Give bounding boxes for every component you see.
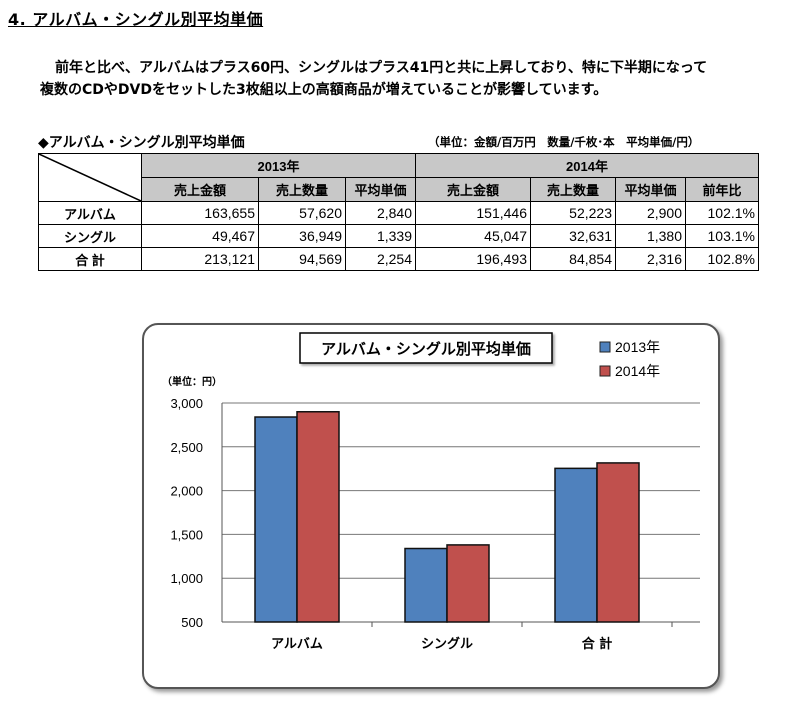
table-cell: 2,254	[345, 247, 416, 271]
table-cell: 57,620	[258, 201, 346, 225]
col-header: 売上数量	[530, 177, 616, 202]
chart-title: アルバム・シングル別平均単価	[321, 340, 531, 358]
paragraph-line-1: 前年と比べ、アルバムはプラス60円、シングルはプラス41円と共に上昇しており、特…	[55, 60, 708, 76]
col-header: 前年比	[685, 177, 759, 202]
chart-title-box	[299, 332, 553, 364]
bar-2014年-アルバム	[296, 411, 340, 623]
y-tick-label: 2,000	[170, 484, 203, 499]
table-cell: 102.1%	[685, 201, 759, 225]
section-heading: 4. アルバム・シングル別平均単価	[8, 10, 264, 29]
legend-swatch-2014年	[599, 365, 611, 377]
table-cell: 32,631	[530, 224, 616, 248]
table-unit: （単位：金額/百万円 数量/千枚･本 平均単価/円）	[428, 135, 700, 149]
y-tick-label: 2,500	[170, 440, 203, 455]
table-cell: 52,223	[530, 201, 616, 225]
table-cell: 36,949	[258, 224, 346, 248]
table-cell: 102.8%	[685, 247, 759, 271]
table-cell: 1,380	[615, 224, 686, 248]
y-tick-label: 3,000	[170, 396, 203, 411]
y-tick-label: 1,500	[170, 527, 203, 542]
table-title: ◆アルバム・シングル別平均単価	[38, 135, 245, 151]
row-label: 合 計	[38, 247, 142, 271]
col-header: 平均単価	[345, 177, 416, 202]
y-tick-label: 1,000	[170, 571, 203, 586]
table-cell: 163,655	[141, 201, 259, 225]
corner-cell	[38, 153, 142, 202]
year-header-2014: 2014年	[415, 153, 759, 178]
legend-label: 2013年	[615, 339, 660, 355]
table-cell: 45,047	[415, 224, 531, 248]
table-row: 合 計 213,121 94,569 2,254 196,493 84,854 2,316 1…	[38, 247, 759, 271]
x-tick-label: 合 計	[582, 636, 613, 652]
y-tick-label: 500	[181, 615, 203, 630]
legend-label: 2014年	[615, 363, 660, 379]
x-tick-label: シングル	[421, 636, 473, 652]
table-cell: 196,493	[415, 247, 531, 271]
bar-2014年-シングル	[446, 544, 490, 623]
paragraph-line-2: 複数のCDやDVDをセットした3枚組以上の高額商品が増えていることが影響していま…	[40, 82, 608, 98]
legend-swatch-2013年	[599, 341, 611, 353]
price-table: 2013年 2014年 売上金額 売上数量 平均単価 売上金額 売上数量 平均単…	[38, 153, 759, 271]
col-header: 売上金額	[415, 177, 531, 202]
col-header: 売上数量	[258, 177, 346, 202]
bar-2013年-シングル	[404, 547, 448, 623]
col-header: 平均単価	[615, 177, 686, 202]
table-cell: 84,854	[530, 247, 616, 271]
bar-2013年-アルバム	[254, 416, 298, 623]
bar-2014年-合 計	[596, 462, 640, 623]
col-header: 売上金額	[141, 177, 259, 202]
x-tick-label: アルバム	[271, 637, 323, 652]
y-axis-unit: （単位：円）	[162, 375, 222, 388]
table-cell: 94,569	[258, 247, 346, 271]
table-cell: 213,121	[141, 247, 259, 271]
bar-2013年-合 計	[554, 467, 598, 623]
